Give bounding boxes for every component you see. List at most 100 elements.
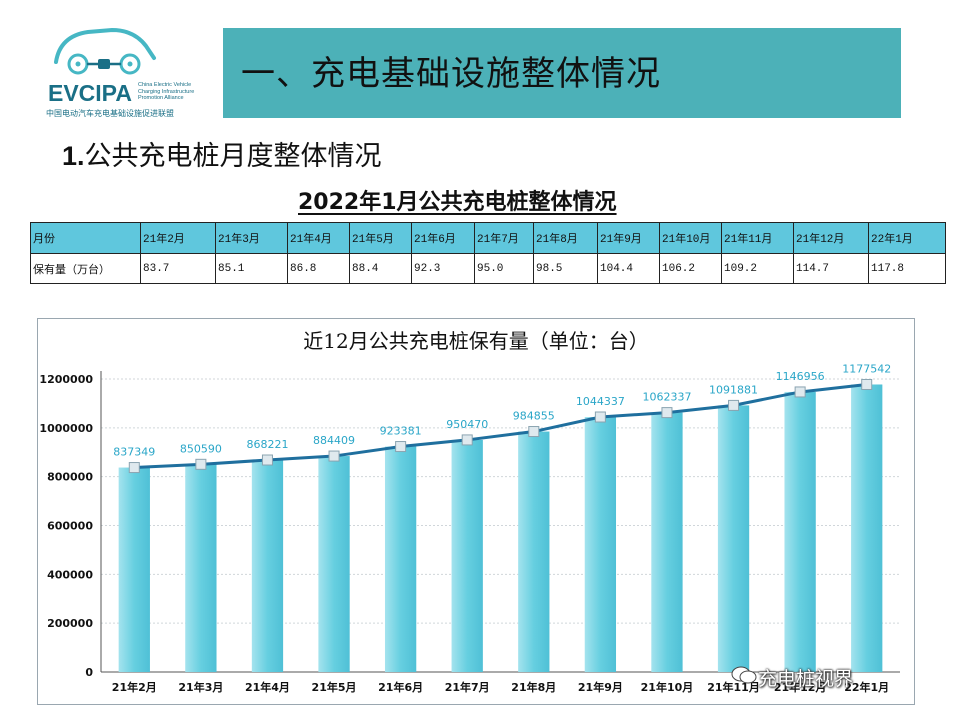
month-cell: 21年6月 [411, 222, 475, 254]
table-value-row: 保有量（万台） 83.7 85.1 86.8 88.4 92.3 95.0 98… [30, 253, 946, 284]
x-tick-label: 21年12月 [774, 680, 827, 694]
chart-panel: 近12月公共充电桩保有量（单位：台） 0 200000 400000 600000 80… [37, 318, 915, 705]
line-point [395, 441, 407, 453]
line-point [195, 458, 207, 470]
value-cell: 104.4 [597, 253, 660, 284]
y-tick-label: 400000 [47, 568, 93, 581]
month-cell: 21年10月 [659, 222, 722, 254]
data-label: 868221 [246, 438, 288, 451]
bar [651, 412, 683, 672]
value-cell: 95.0 [474, 253, 534, 284]
bar [251, 460, 284, 672]
evcipa-logo: EVCIPA China Electric Vehicle Charging I… [42, 22, 202, 122]
value-cell: 88.4 [349, 253, 412, 284]
data-label: 1146956 [776, 370, 825, 383]
line-point [461, 434, 473, 446]
table-title: 2022年1月公共充电桩整体情况 [298, 190, 617, 215]
x-tick-label: 21年6月 [378, 680, 423, 694]
x-tick-label: 21年7月 [445, 680, 490, 694]
value-cell: 109.2 [721, 253, 794, 284]
y-tick-label: 200000 [47, 617, 93, 630]
chart-title: 近12月公共充电桩保有量（单位：台） [303, 329, 648, 353]
section-number: 1. [62, 141, 85, 171]
line-point [794, 386, 806, 398]
bar [851, 384, 883, 672]
data-label: 884409 [313, 434, 355, 447]
chat-bubble-icon [731, 666, 757, 684]
month-cell: 21年3月 [215, 222, 288, 254]
watermark-text: 充电桩视界 [758, 668, 854, 690]
line-point [528, 426, 540, 438]
x-tick-label: 21年9月 [578, 680, 623, 694]
y-tick-label: 1000000 [39, 422, 93, 435]
bar [784, 391, 816, 672]
month-cell: 21年5月 [349, 222, 412, 254]
month-cell: 21年11月 [721, 222, 794, 254]
bar [318, 456, 350, 672]
value-cell: 117.8 [868, 253, 946, 284]
x-tick-label: 21年8月 [511, 680, 556, 694]
header-band: 一、充电基础设施整体情况 [223, 28, 901, 118]
bar [451, 439, 483, 672]
data-label: 923381 [380, 425, 422, 438]
x-tick-label: 21年2月 [112, 680, 157, 694]
chart-svg: 近12月公共充电桩保有量（单位：台） 0 200000 400000 600000 80… [39, 329, 900, 694]
summary-table: 月份 21年2月 21年3月 21年4月 21年5月 21年6月 21年7月 2… [30, 222, 946, 284]
section-title: 公共充电桩月度整体情况 [84, 141, 382, 172]
bar [185, 464, 217, 672]
bar [518, 431, 550, 672]
x-tick-label: 21年4月 [245, 680, 290, 694]
y-tick-label: 600000 [47, 520, 93, 533]
value-cell: 85.1 [215, 253, 288, 284]
table-header-row: 月份 21年2月 21年3月 21年4月 21年5月 21年6月 21年7月 2… [30, 222, 946, 254]
x-tick-label: 21年3月 [178, 680, 223, 694]
x-tick-label: 22年1月 [844, 680, 889, 694]
line-point [861, 378, 873, 390]
data-label: 1091881 [709, 383, 758, 396]
month-cell: 21年9月 [597, 222, 660, 254]
bar [717, 405, 750, 672]
line-point [728, 399, 740, 411]
data-label: 984855 [513, 410, 555, 423]
bar [118, 467, 150, 672]
value-cell: 106.2 [659, 253, 722, 284]
series-line [134, 382, 867, 470]
table-row-label: 保有量（万台） [30, 253, 141, 284]
table-row-label: 月份 [30, 222, 141, 254]
x-tick-label: 21年10月 [641, 680, 694, 694]
value-cell: 98.5 [533, 253, 598, 284]
line-point [261, 454, 273, 466]
data-label: 1044337 [576, 395, 625, 408]
y-tick-label: 0 [85, 666, 93, 679]
bar [384, 446, 417, 672]
value-cell: 83.7 [140, 253, 216, 284]
month-cell: 22年1月 [868, 222, 946, 254]
section-heading: 1.公共充电桩月度整体情况 [62, 134, 382, 173]
x-tick-label: 21年11月 [707, 680, 760, 694]
data-label: 850590 [180, 442, 222, 455]
data-label: 1177542 [842, 362, 891, 375]
month-cell: 21年2月 [140, 222, 216, 254]
month-cell: 21年7月 [474, 222, 534, 254]
value-cell: 114.7 [793, 253, 869, 284]
line-point [594, 411, 606, 423]
line-point [128, 462, 140, 474]
data-label: 837349 [113, 446, 155, 459]
value-cell: 86.8 [287, 253, 350, 284]
car-plug-icon [54, 27, 156, 75]
month-cell: 21年12月 [793, 222, 869, 254]
x-tick-label: 21年5月 [312, 680, 357, 694]
data-label: 950470 [446, 418, 488, 431]
month-cell: 21年8月 [533, 222, 598, 254]
value-cell: 92.3 [411, 253, 475, 284]
data-label: 1062337 [642, 391, 691, 404]
page-title: 一、充电基础设施整体情况 [241, 54, 661, 94]
y-tick-label: 1200000 [39, 373, 93, 386]
month-cell: 21年4月 [287, 222, 350, 254]
line-point [661, 407, 673, 419]
y-tick-label: 800000 [47, 471, 93, 484]
logo-org-chinese: 中国电动汽车充电基础设施促进联盟 [46, 109, 174, 118]
logo-wordmark: EVCIPA [48, 80, 132, 106]
bar [584, 417, 617, 672]
logo-org-english: China Electric Vehicle Charging Infrastr… [138, 82, 195, 101]
